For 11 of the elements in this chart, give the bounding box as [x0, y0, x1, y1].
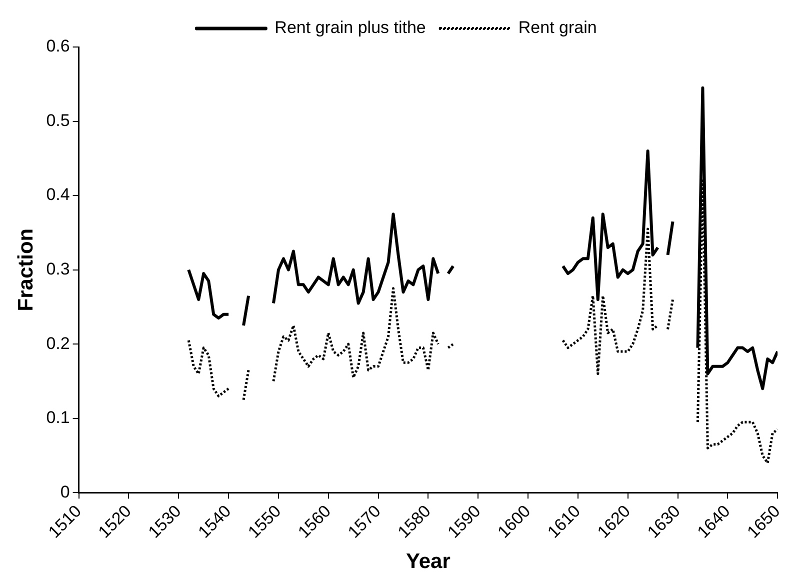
y-tick-label: 0.4 [46, 185, 70, 204]
y-tick-label: 0 [60, 482, 70, 502]
y-tick-label: 0.6 [46, 36, 70, 56]
legend-label: Rent grain [518, 18, 597, 38]
x-axis-title: Year [406, 550, 450, 574]
y-tick-label: 0.1 [46, 408, 70, 428]
y-axis-title: Fraction [14, 228, 38, 312]
y-tick-label: 0.3 [46, 260, 70, 279]
y-tick-label: 0.5 [46, 110, 70, 130]
legend-label: Rent grain plus tithe [274, 18, 426, 38]
y-tick-label: 0.2 [46, 334, 70, 353]
